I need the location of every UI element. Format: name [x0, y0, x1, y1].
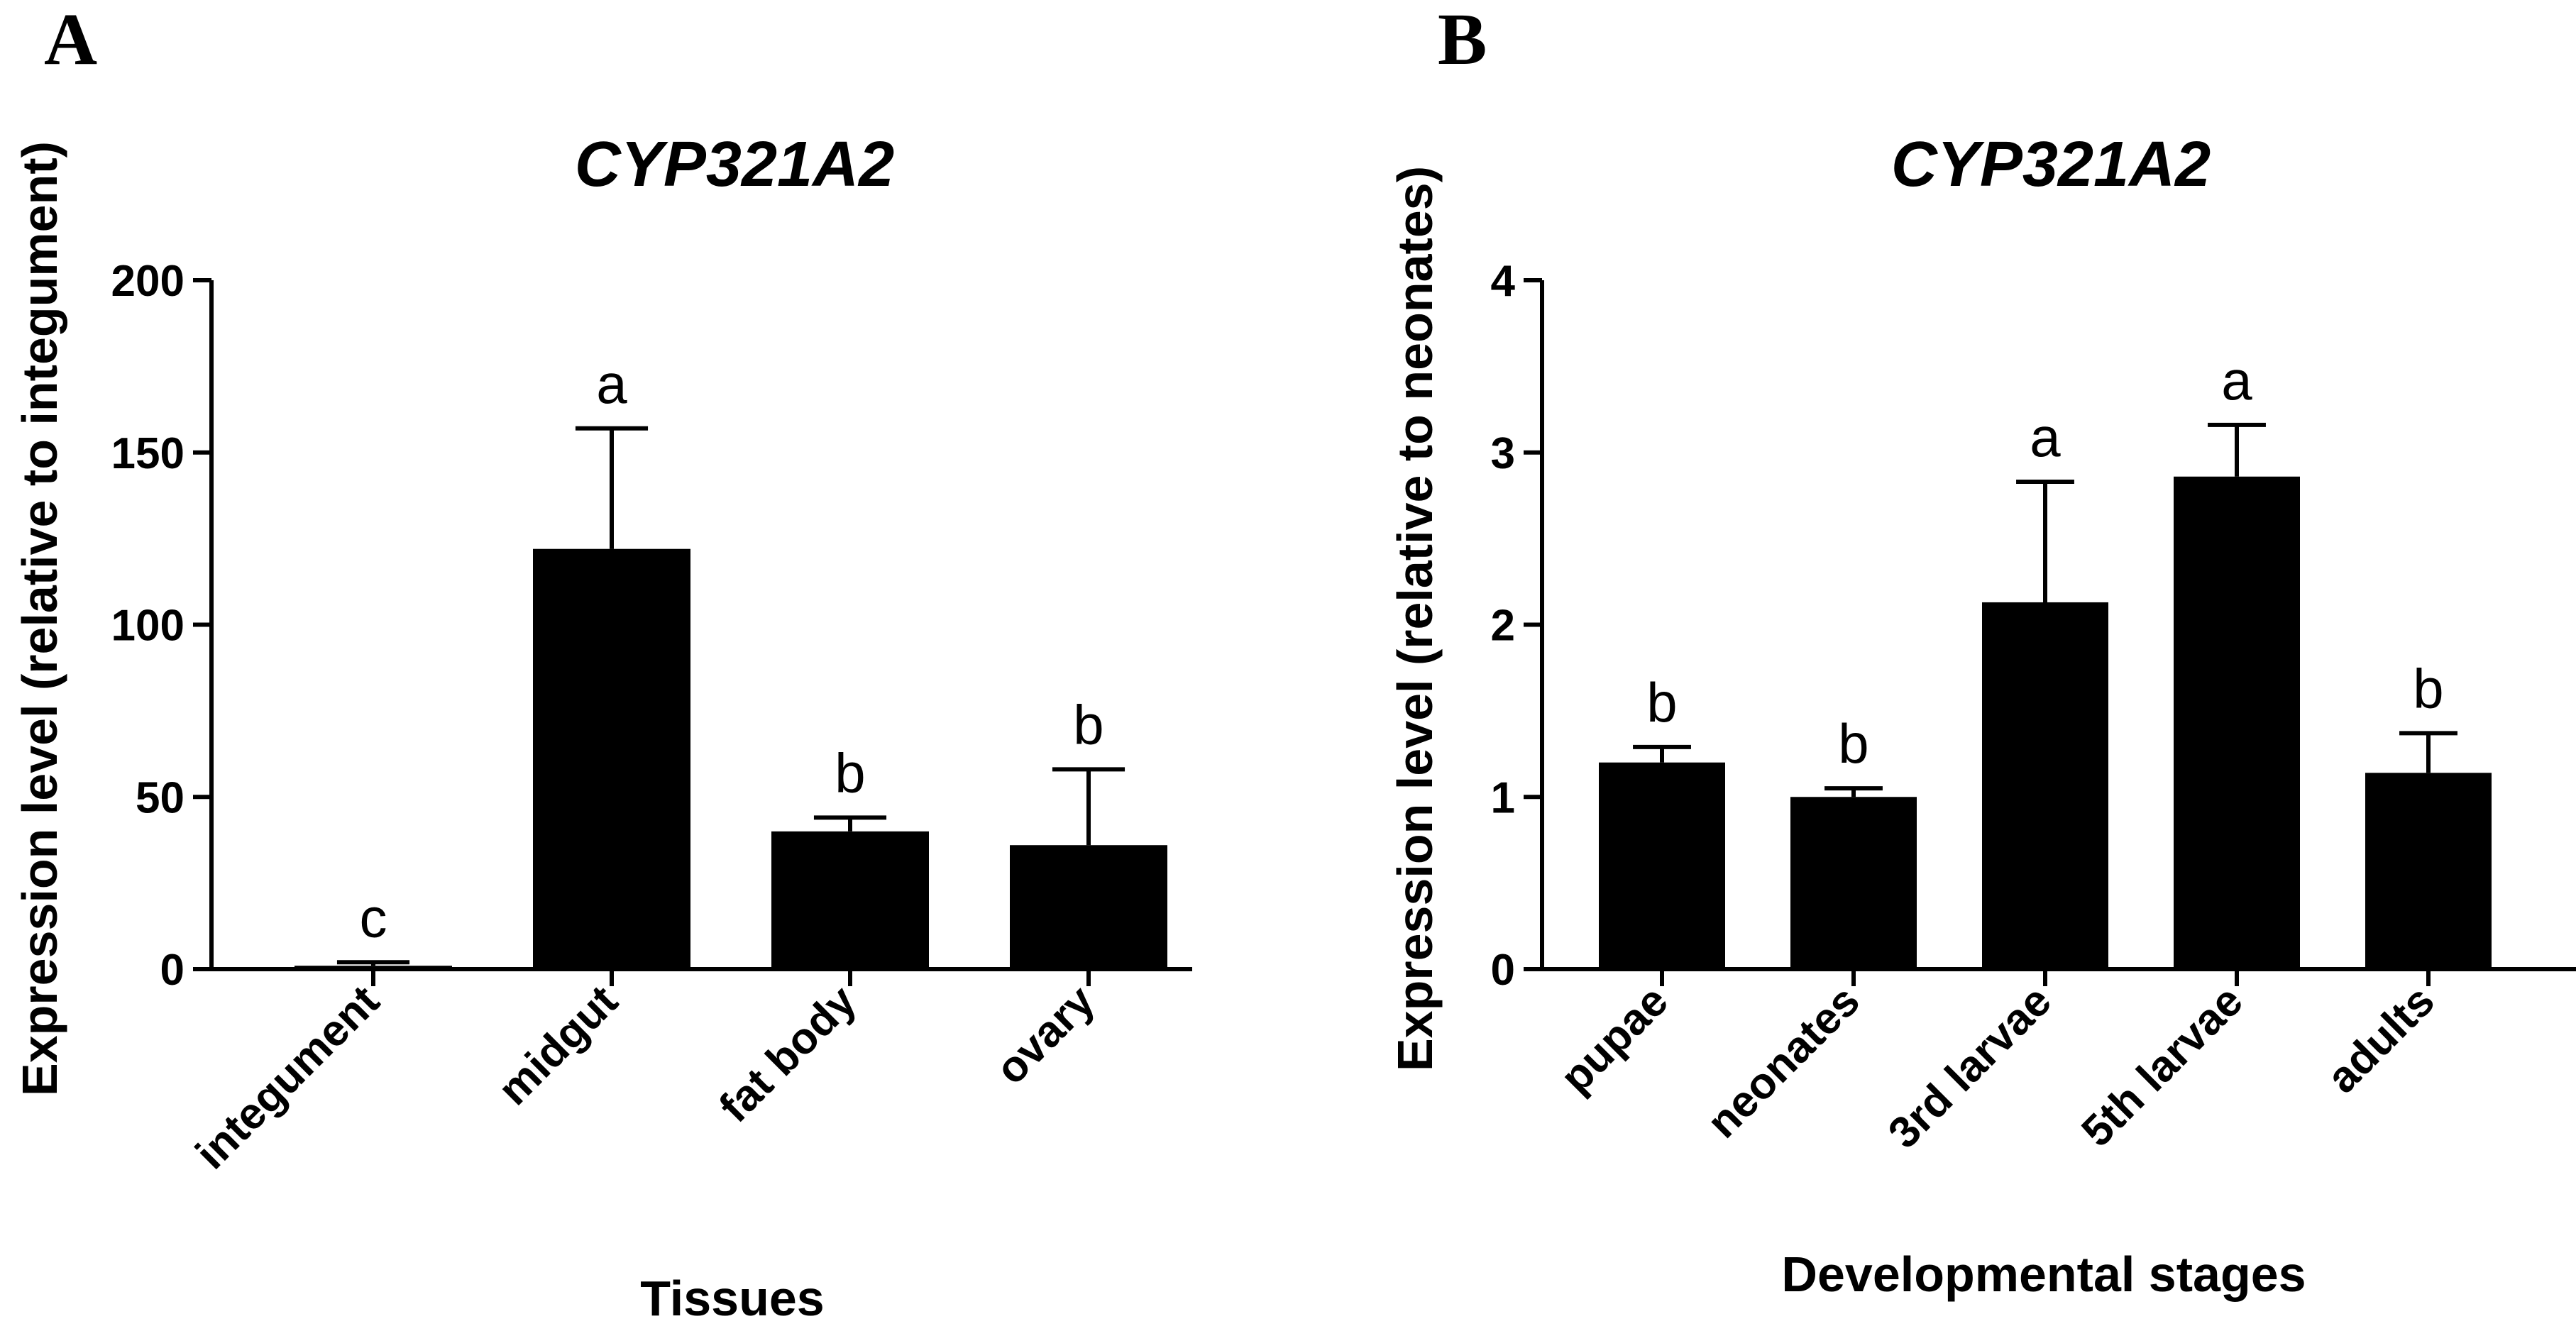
- error-bar: [1633, 744, 1691, 763]
- bar-ovary: [1010, 845, 1167, 969]
- significance-letter: b: [835, 741, 865, 804]
- y-tick-label: 150: [111, 429, 185, 478]
- category-label: ovary: [986, 976, 1104, 1094]
- y-tick-label: 200: [111, 257, 185, 306]
- y-tick-label: 4: [1491, 257, 1516, 306]
- y-tick-label: 3: [1491, 429, 1515, 478]
- y-tick-label: 1: [1491, 773, 1515, 822]
- y-axis-label: Expression level (relative to neonates): [1387, 166, 1443, 1071]
- y-ticks: 0 50 100 150 200: [111, 257, 211, 995]
- significance-letter: c: [360, 886, 387, 949]
- significance-letter: a: [2030, 406, 2061, 468]
- y-axis-label: Expression level (relative to integument…: [12, 141, 67, 1096]
- y-ticks: 0 1 2 3 4: [1491, 257, 1542, 995]
- chart-title: CYP321A2: [1891, 129, 2211, 200]
- category-label: fat body: [710, 976, 866, 1132]
- error-bar: [2016, 480, 2074, 602]
- y-tick-label: 2: [1491, 602, 1515, 651]
- panel-letter: A: [44, 0, 97, 80]
- bar-integument: [295, 966, 452, 969]
- panel-letter: B: [1438, 0, 1487, 80]
- x-axis-label: Tissues: [640, 1271, 824, 1326]
- significance-letter: b: [2413, 657, 2443, 719]
- bars: c integument a midgut b fat body b ovary: [187, 353, 1167, 1178]
- error-bar: [2208, 422, 2266, 477]
- bar-3rd-larvae: [1982, 602, 2108, 969]
- bar-fat-body: [771, 831, 929, 969]
- category-label: 5th larvae: [2072, 976, 2252, 1156]
- bar-midgut: [533, 548, 690, 969]
- panel-a: A CYP321A2 Expression level (relative to…: [12, 0, 1192, 1326]
- y-tick-label: 50: [136, 773, 185, 822]
- bars: b pupae b neonates a 3rd larvae a 5th larvae b ad…: [1551, 349, 2492, 1158]
- error-bar: [1824, 786, 1883, 797]
- y-tick-label: 100: [111, 602, 185, 651]
- bar-adults: [2365, 773, 2492, 969]
- significance-letter: a: [596, 353, 627, 415]
- bar-pupae: [1599, 762, 1725, 969]
- significance-letter: b: [1838, 712, 1868, 775]
- category-label: adults: [2318, 976, 2444, 1103]
- error-bar: [575, 426, 649, 549]
- chart-title: CYP321A2: [575, 129, 894, 200]
- bar-5th-larvae: [2174, 476, 2300, 969]
- y-tick-label: 0: [1491, 946, 1515, 995]
- category-label: pupae: [1551, 976, 1678, 1103]
- x-axis-label: Developmental stages: [1781, 1247, 2306, 1302]
- error-bar: [2399, 731, 2457, 773]
- significance-letter: b: [1073, 693, 1103, 756]
- error-bar: [813, 815, 887, 832]
- category-label: midgut: [489, 976, 627, 1115]
- category-label: 3rd larvae: [1879, 976, 2061, 1158]
- significance-letter: a: [2221, 349, 2252, 412]
- category-label: neonates: [1698, 976, 1869, 1147]
- error-bar: [1052, 767, 1125, 846]
- panel-b: B CYP321A2 Expression level (relative to…: [1387, 0, 2576, 1302]
- significance-letter: b: [1646, 671, 1677, 734]
- bar-neonates: [1790, 797, 1917, 969]
- category-label: integument: [187, 976, 389, 1178]
- y-tick-label: 0: [160, 946, 185, 995]
- error-bar: [336, 960, 410, 966]
